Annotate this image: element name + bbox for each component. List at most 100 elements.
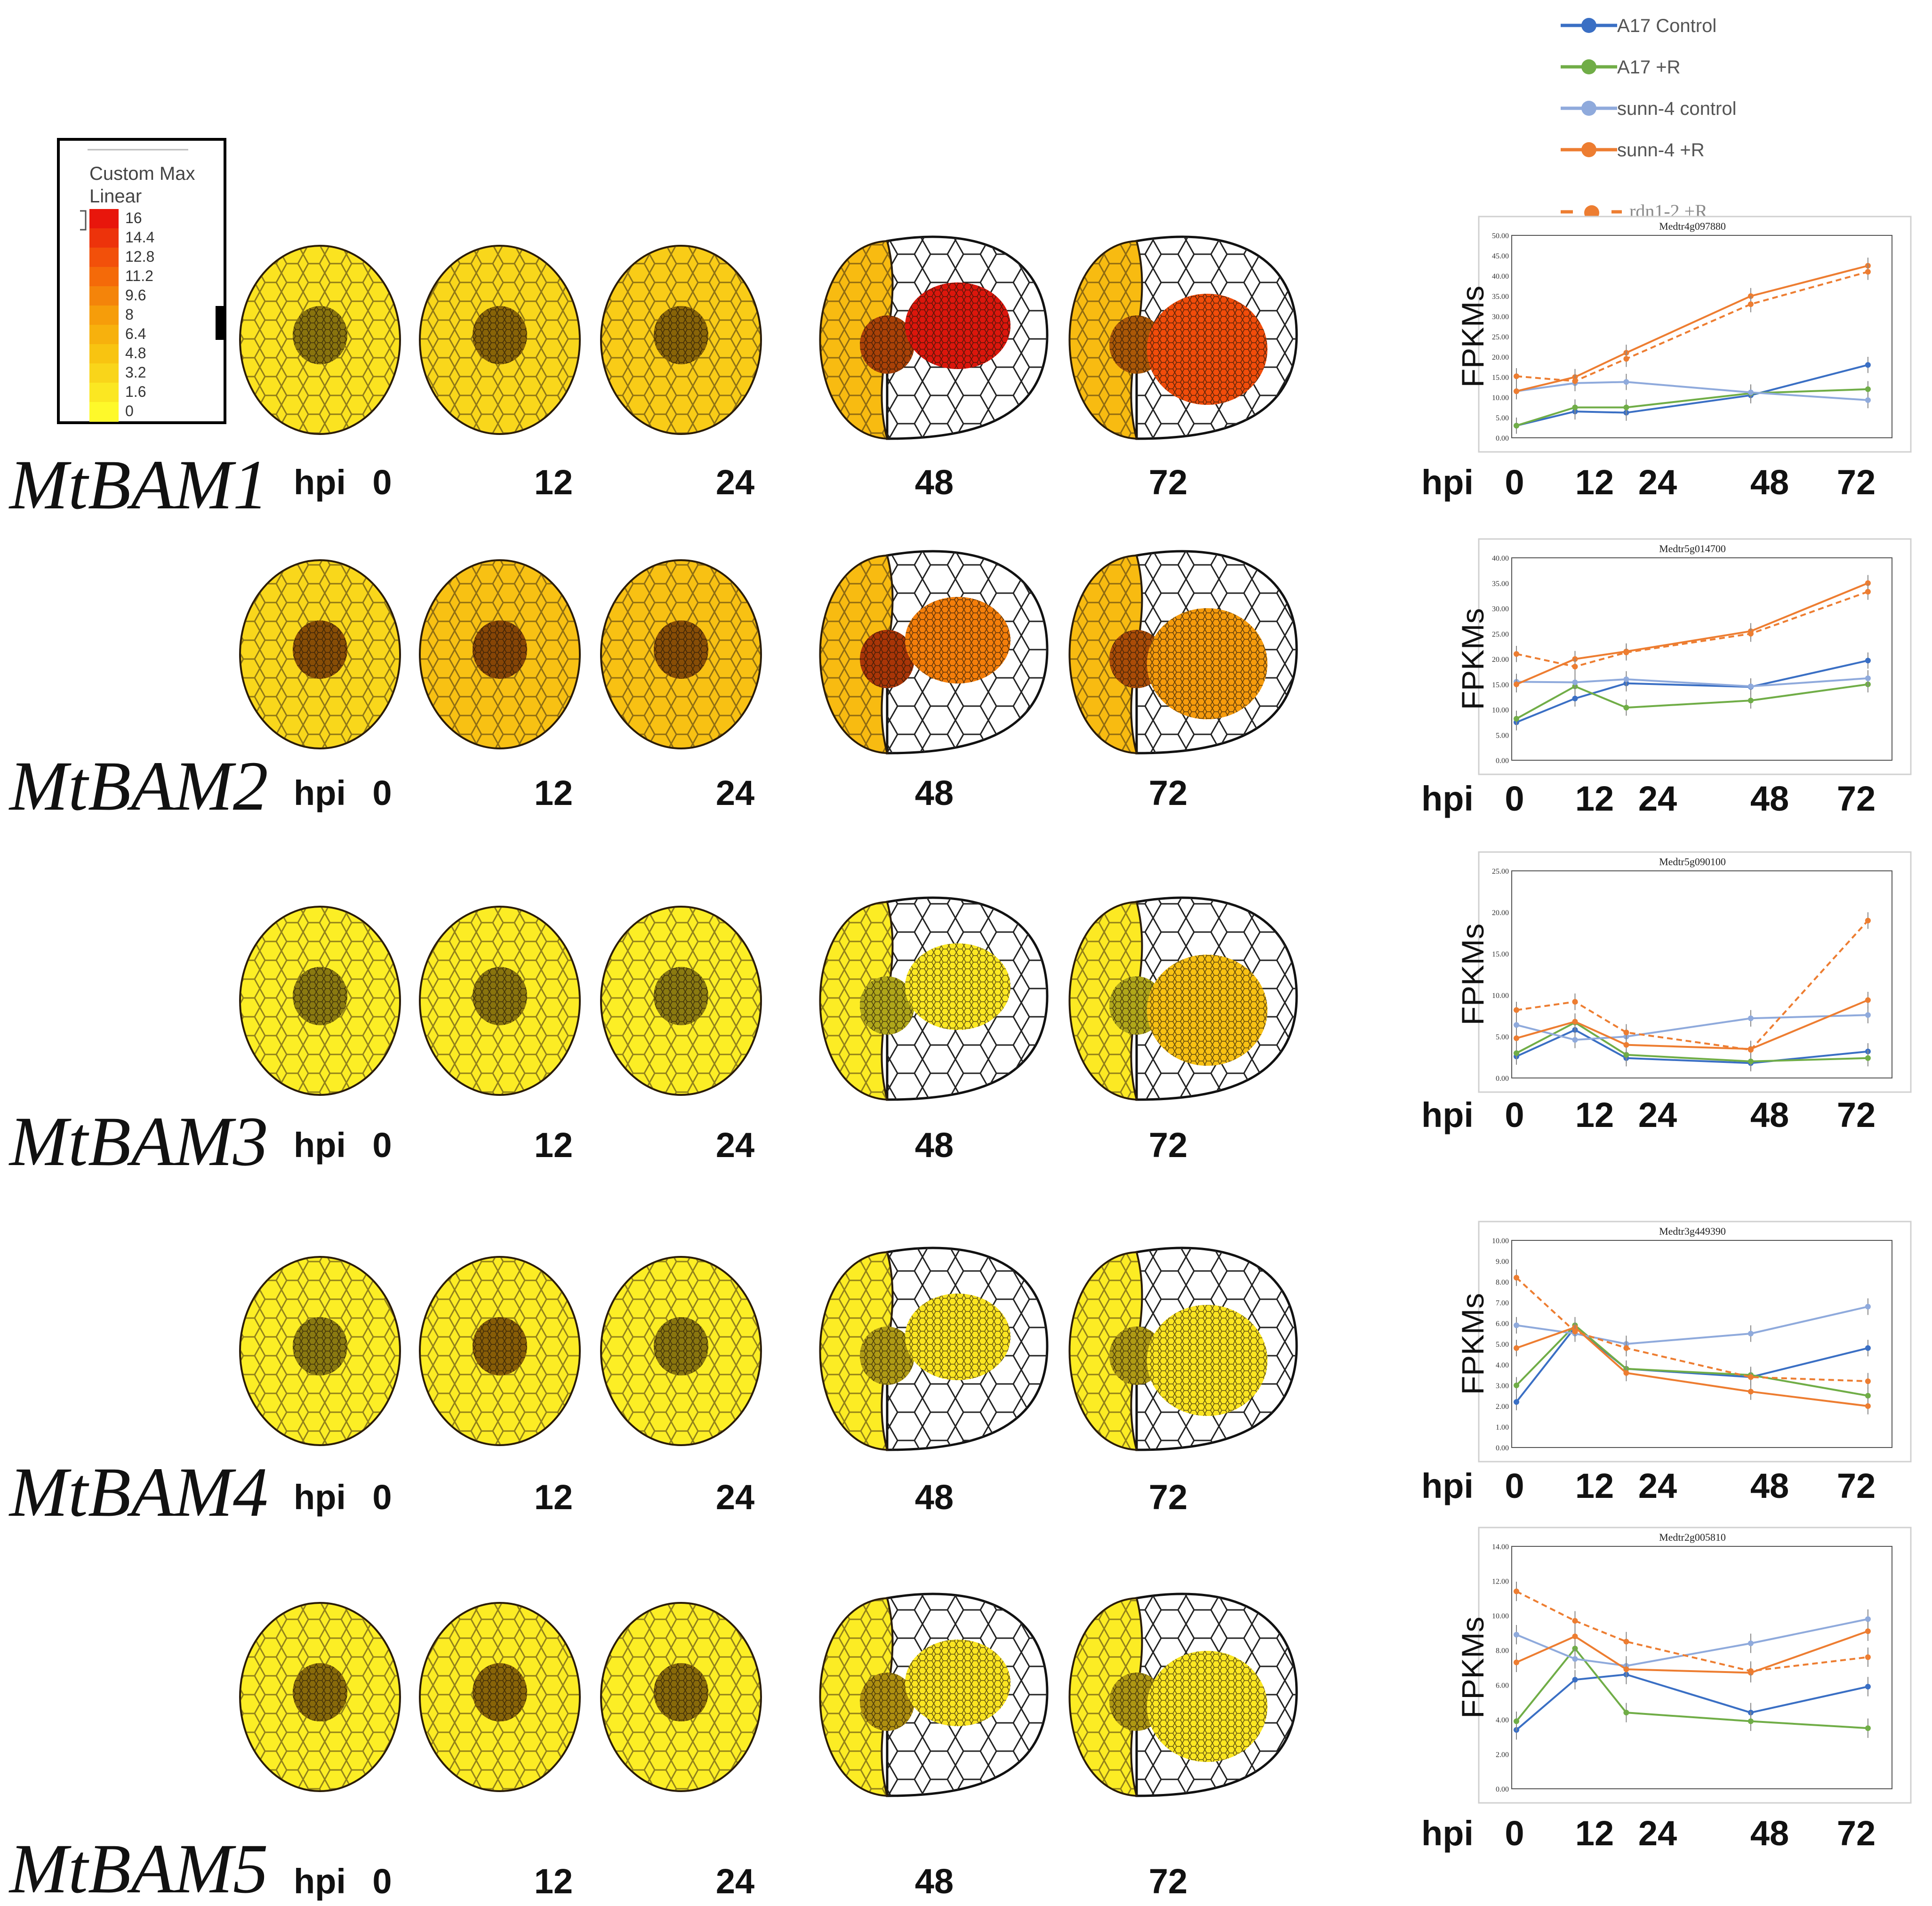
root-section-image [1068,1592,1298,1797]
data-point [1748,631,1754,637]
y-tick-label: 5.00 [1496,414,1509,422]
data-point [1514,651,1519,657]
root-section-image [419,245,581,435]
y-tick-label: 9.00 [1496,1258,1509,1266]
gene-label: MtBAM2 [8,747,268,825]
chart-timepoint-label: 48 [1750,1814,1789,1853]
chart-hpi-label: hpi [1421,1814,1474,1853]
y-axis-label: FPKMs [1455,1293,1490,1395]
y-tick-label: 14.00 [1492,1543,1509,1551]
core-texture [293,967,347,1025]
y-tick-label: 0.00 [1496,1444,1509,1452]
data-point [1623,676,1629,682]
chart-title: Medtr2g005810 [1659,1531,1726,1543]
plot-area [1511,557,1892,761]
hpi-label: hpi [294,1478,346,1517]
y-axis-label: FPKMs [1455,608,1490,710]
chart-timepoint-label: 12 [1575,1095,1614,1134]
data-point [1865,1393,1871,1399]
root-section-image [1068,235,1298,440]
timepoint-label: 72 [1149,1126,1187,1165]
data-point [1514,373,1519,379]
data-point [1748,698,1754,704]
chart-timepoint-label: 0 [1505,1095,1524,1134]
chart-timepoint-label: 48 [1750,779,1789,818]
series-legend-label: sunn-4 +R [1617,140,1705,161]
timepoint-label: 0 [372,463,392,502]
chart-hpi-label: hpi [1421,1095,1474,1134]
y-tick-label: 10.00 [1492,707,1509,715]
data-point [1572,1019,1578,1025]
root-section-image [419,906,581,1096]
data-point [1514,1345,1519,1351]
chart-timepoint-label: 72 [1837,463,1876,502]
data-point [1514,1399,1519,1405]
data-point [1748,1641,1754,1646]
core-texture [293,306,347,364]
data-point [1748,1331,1754,1336]
data-point [1748,389,1754,395]
chart-title: Medtr5g014700 [1659,543,1726,555]
data-point [1514,1050,1519,1056]
nodule-texture [1147,294,1267,405]
legend-marker [1581,142,1596,157]
series-legend-entry: sunn-4 control [1561,98,1736,119]
timepoint-label: 48 [915,1478,954,1517]
row-mtbam3: MtBAM3 hpi 0 12 24 48 72 Medtr5g090100 0.00 5.00 1… [8,851,1912,1181]
data-point [1514,423,1519,429]
data-point [1514,1322,1519,1328]
gene-label: MtBAM5 [8,1830,268,1906]
y-tick-label: 2.00 [1496,1751,1509,1759]
data-point [1572,1633,1578,1640]
data-point [1572,1037,1578,1043]
data-point [1865,1055,1871,1061]
chart-timepoint-label: 12 [1575,463,1614,502]
data-point [1572,1677,1578,1683]
core-texture [293,1317,347,1375]
data-point [1572,1656,1578,1662]
nodule-texture [905,282,1010,369]
expression-chart: Medtr5g090100 0.00 5.00 10.00 15.00 20.00 25.0… [1421,851,1912,1134]
y-tick-label: 0.00 [1496,757,1509,765]
root-section-image [1068,896,1298,1101]
root-half-texture [1069,902,1142,1100]
y-tick-label: 25.00 [1492,630,1509,638]
y-tick-label: 6.00 [1496,1320,1509,1328]
scale-tick-label: 9.6 [125,287,146,304]
y-tick-label: 5.00 [1496,732,1509,740]
nodule-texture [1147,608,1267,719]
core-texture [860,1673,914,1731]
chart-timepoint-label: 24 [1638,463,1677,502]
data-point [1865,675,1871,681]
chart-timepoint-label: 24 [1638,1466,1677,1505]
timepoint-label: 24 [716,773,754,812]
y-tick-label: 20.00 [1492,909,1509,917]
y-tick-label: 15.00 [1492,374,1509,382]
row-mtbam5: MtBAM5 hpi 0 12 24 48 72 Medtr2g005810 0.00 2.00 4… [8,1527,1912,1906]
data-point [1514,1718,1519,1724]
data-point [1514,1007,1519,1013]
core-texture [654,967,708,1025]
scale-tick-label: 0 [125,402,134,419]
root-section-image [419,1602,581,1792]
data-point [1748,1058,1754,1064]
data-point [1865,658,1871,664]
chart-timepoint-label: 48 [1750,1095,1789,1134]
chart-title: Medtr4g097880 [1659,220,1726,232]
y-tick-label: 1.00 [1496,1423,1509,1432]
data-point [1623,705,1629,711]
root-half-texture [820,902,893,1100]
y-tick-label: 2.00 [1496,1403,1509,1411]
data-point [1748,684,1754,690]
data-point [1572,664,1578,670]
core-texture [654,620,708,679]
y-tick-label: 10.00 [1492,992,1509,1000]
y-tick-label: 0.00 [1496,1075,1509,1083]
chart-timepoint-label: 72 [1837,1814,1876,1853]
timepoint-label: 12 [534,1126,573,1165]
chart-hpi-label: hpi [1421,779,1474,818]
plot-area [1511,1240,1892,1448]
timepoint-label: 24 [716,1478,754,1517]
timepoint-label: 0 [372,1478,392,1517]
